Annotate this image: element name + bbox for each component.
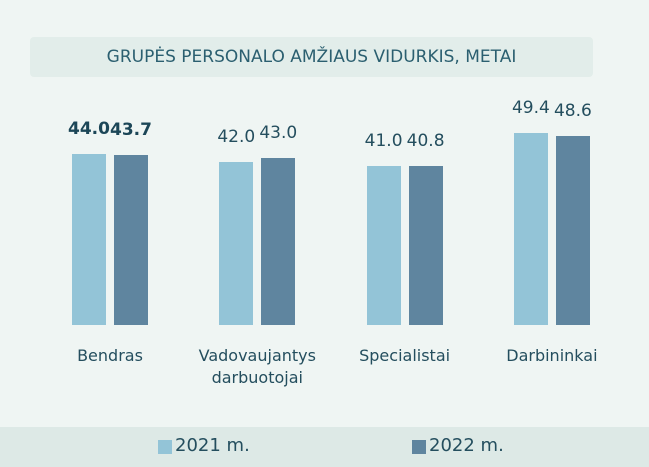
bar (72, 153, 106, 325)
bar (261, 157, 296, 325)
bar (408, 166, 443, 325)
value-label: 49.4 (511, 98, 550, 118)
bar (219, 161, 254, 325)
value-label: 43.0 (259, 122, 298, 143)
value-label: 48.6 (553, 101, 592, 122)
chart-title: GRUPĖS PERSONALO AMŽIAUS VIDURKIS, METAI (30, 37, 593, 77)
legend-label: 2021 m. (175, 435, 250, 456)
x-tick-label: Darbininkai (506, 346, 598, 365)
value-label: 40.8 (406, 131, 445, 152)
bar (555, 136, 590, 325)
value-label: 44.0 (68, 118, 110, 139)
legend-swatch (412, 440, 426, 454)
legend-label: 2022 m. (429, 435, 504, 456)
value-label: 41.0 (364, 130, 403, 151)
bar (513, 133, 548, 325)
legend-swatch (158, 440, 172, 454)
value-label: 42.0 (217, 126, 256, 147)
bar (114, 155, 148, 325)
bar (366, 165, 401, 325)
legend: 2021 m. 2022 m. (0, 427, 649, 467)
x-tick-label: Specialistai (359, 346, 451, 365)
value-label: 43.7 (110, 120, 152, 141)
x-tick-label: Vadovaujantys darbuotojai (198, 346, 316, 387)
x-tick-label: Bendras (77, 346, 143, 365)
